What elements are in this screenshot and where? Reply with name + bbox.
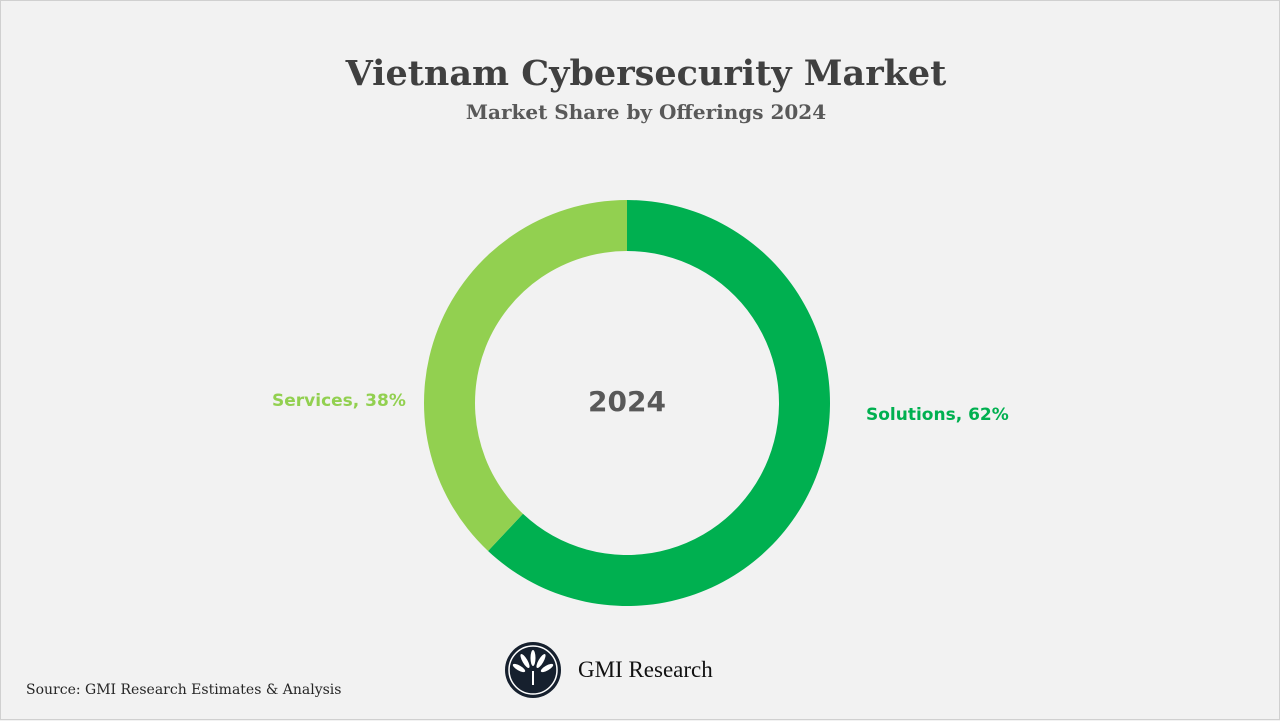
slice-label-solutions: Solutions, 62%	[866, 405, 1009, 425]
slice-services	[423, 200, 627, 551]
slice-label-services: Services, 38%	[272, 391, 406, 411]
chart-title: Vietnam Cybersecurity Market	[345, 53, 947, 94]
center-label: 2024	[588, 385, 666, 418]
slice-solutions	[488, 200, 831, 606]
source-note: Source: GMI Research Estimates & Analysi…	[26, 682, 342, 698]
brand-name: GMI Research	[578, 657, 713, 682]
chart-subtitle: Market Share by Offerings 2024	[465, 100, 827, 124]
gmi-logo-icon	[505, 642, 561, 698]
